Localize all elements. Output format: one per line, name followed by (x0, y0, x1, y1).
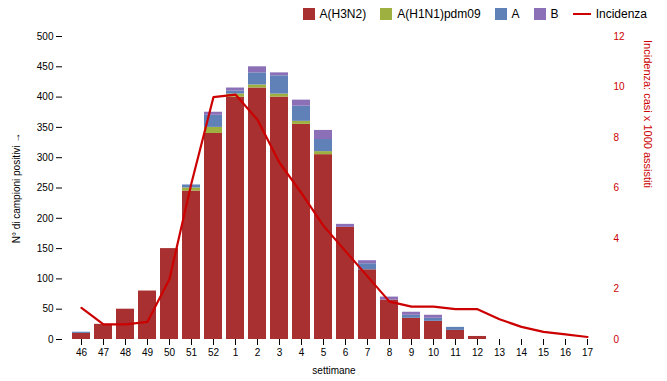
svg-text:0: 0 (48, 334, 54, 345)
svg-text:51: 51 (186, 347, 198, 358)
svg-text:150: 150 (37, 243, 54, 254)
html-text:A(H1N1)pdm09: A(H1N1)pdm09 (397, 7, 481, 21)
svg-text:350: 350 (37, 122, 54, 133)
html-text:Incidenza: Incidenza (595, 7, 647, 21)
svg-text:7: 7 (365, 347, 371, 358)
svg-text:3: 3 (277, 347, 283, 358)
svg-text:46: 46 (76, 347, 88, 358)
svg-text:2: 2 (614, 283, 620, 294)
svg-text:52: 52 (208, 347, 220, 358)
svg-text:1: 1 (233, 347, 239, 358)
svg-text:10: 10 (428, 347, 440, 358)
svg-text:8: 8 (614, 132, 620, 143)
svg-text:5: 5 (321, 347, 327, 358)
svg-text:13: 13 (494, 347, 506, 358)
svg-text:Incidenza: casi x 1000 assisti: Incidenza: casi x 1000 assistiti (642, 40, 654, 188)
svg-text:450: 450 (37, 61, 54, 72)
html-text:A(H3N2): A(H3N2) (319, 7, 367, 21)
svg-text:200: 200 (37, 213, 54, 224)
svg-text:14: 14 (516, 347, 528, 358)
svg-text:50: 50 (42, 303, 54, 314)
svg-text:0: 0 (614, 334, 620, 345)
svg-text:8: 8 (387, 347, 393, 358)
svg-text:12: 12 (472, 347, 484, 358)
svg-text:500: 500 (37, 31, 54, 42)
svg-text:17: 17 (582, 347, 594, 358)
svg-text:49: 49 (142, 347, 154, 358)
svg-text:settimane: settimane (312, 365, 356, 376)
svg-text:6: 6 (343, 347, 349, 358)
svg-text:9: 9 (409, 347, 415, 358)
svg-text:250: 250 (37, 182, 54, 193)
svg-text:48: 48 (120, 347, 132, 358)
svg-text:N° di campioni positivi →: N° di campioni positivi → (11, 133, 22, 244)
svg-text:300: 300 (37, 152, 54, 163)
html-text:A: A (511, 7, 520, 21)
svg-text:16: 16 (560, 347, 572, 358)
svg-text:11: 11 (450, 347, 461, 358)
svg-text:50: 50 (164, 347, 176, 358)
svg-text:15: 15 (538, 347, 550, 358)
svg-text:4: 4 (614, 233, 620, 244)
svg-text:400: 400 (37, 91, 54, 102)
svg-text:4: 4 (299, 347, 305, 358)
svg-text:100: 100 (37, 273, 54, 284)
html-text:B: B (550, 7, 559, 21)
svg-text:10: 10 (614, 81, 626, 92)
svg-text:12: 12 (614, 31, 626, 42)
svg-text:6: 6 (614, 182, 620, 193)
svg-text:2: 2 (255, 347, 261, 358)
svg-text:47: 47 (98, 347, 110, 358)
